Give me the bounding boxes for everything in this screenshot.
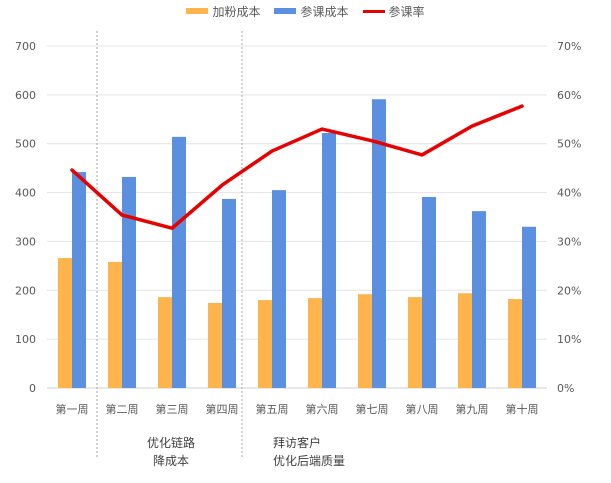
bar — [208, 302, 222, 388]
bar — [122, 176, 136, 388]
legend-item-fan-cost: 加粉成本 — [186, 3, 260, 20]
bar — [358, 294, 372, 388]
x-tick-label: 第六周 — [306, 402, 339, 416]
y-axis-left: 0 100 200 300 400 500 600 700 — [15, 40, 36, 395]
x-axis: 第一周 第二周 第三周 第四周 第五周 第六周 第七周 第八周 第九周 第十周 — [56, 402, 539, 416]
x-tick-label: 第七周 — [356, 402, 389, 416]
bar-series — [58, 99, 536, 389]
y-axis-right: 0% 10% 20% 30% 40% 50% 60% 70% — [557, 40, 581, 395]
bar — [422, 196, 436, 388]
y2-tick-label: 0% — [557, 382, 574, 395]
x-tick-label: 第四周 — [206, 402, 239, 416]
line-series — [70, 104, 524, 230]
bar — [222, 198, 236, 388]
legend-item-attendance-rate: 参课率 — [362, 3, 425, 20]
y2-tick-label: 40% — [557, 187, 581, 200]
annotation-line: 优化链路 — [147, 435, 195, 450]
legend-item-class-cost: 参课成本 — [274, 3, 349, 20]
bar — [522, 226, 536, 388]
attendance-rate-line — [70, 104, 524, 230]
bar — [458, 293, 472, 388]
y-tick-label: 500 — [15, 138, 36, 151]
bar — [72, 172, 86, 388]
phase-separators — [96, 31, 243, 458]
x-tick-label: 第十周 — [506, 402, 539, 416]
legend-swatch-blue — [274, 8, 297, 14]
bar — [172, 136, 186, 388]
bar — [508, 299, 522, 388]
bar — [308, 298, 322, 388]
legend-label: 加粉成本 — [212, 4, 261, 19]
y2-tick-label: 30% — [557, 235, 581, 248]
legend-label: 参课成本 — [300, 4, 349, 19]
annotation-line: 拜访客户 — [273, 435, 321, 450]
x-tick-label: 第三周 — [156, 402, 189, 416]
y-tick-label: 200 — [15, 284, 36, 297]
y-tick-label: 700 — [15, 40, 36, 53]
x-tick-label: 第二周 — [106, 402, 139, 416]
y2-tick-label: 20% — [557, 284, 581, 297]
legend-label: 参课率 — [388, 4, 425, 19]
bar — [408, 297, 422, 388]
y2-tick-label: 10% — [557, 333, 581, 346]
bar — [472, 211, 486, 388]
legend-swatch-orange — [186, 8, 209, 14]
y-tick-label: 0 — [29, 382, 36, 395]
bar — [108, 261, 122, 388]
bar — [272, 190, 286, 388]
y-tick-label: 300 — [15, 235, 36, 248]
bar — [322, 132, 336, 388]
bar — [58, 258, 72, 388]
x-tick-label: 第八周 — [406, 402, 439, 416]
x-tick-label: 第九周 — [456, 402, 489, 416]
annotation-line: 降成本 — [153, 454, 189, 468]
y2-tick-label: 60% — [557, 89, 581, 102]
chart-legend: 加粉成本 参课成本 参课率 — [0, 2, 611, 20]
y2-tick-label: 50% — [557, 138, 581, 151]
y-tick-label: 600 — [15, 89, 36, 102]
x-tick-label: 第一周 — [56, 402, 89, 416]
x-tick-label: 第五周 — [256, 402, 289, 416]
legend-swatch-red-line — [362, 9, 385, 13]
y-tick-label: 400 — [15, 187, 36, 200]
y2-tick-label: 70% — [557, 40, 581, 53]
bar — [158, 297, 172, 388]
annotation-line: 优化后端质量 — [273, 454, 345, 468]
bar — [372, 99, 386, 389]
bar — [258, 300, 272, 388]
y-tick-label: 100 — [15, 333, 36, 346]
